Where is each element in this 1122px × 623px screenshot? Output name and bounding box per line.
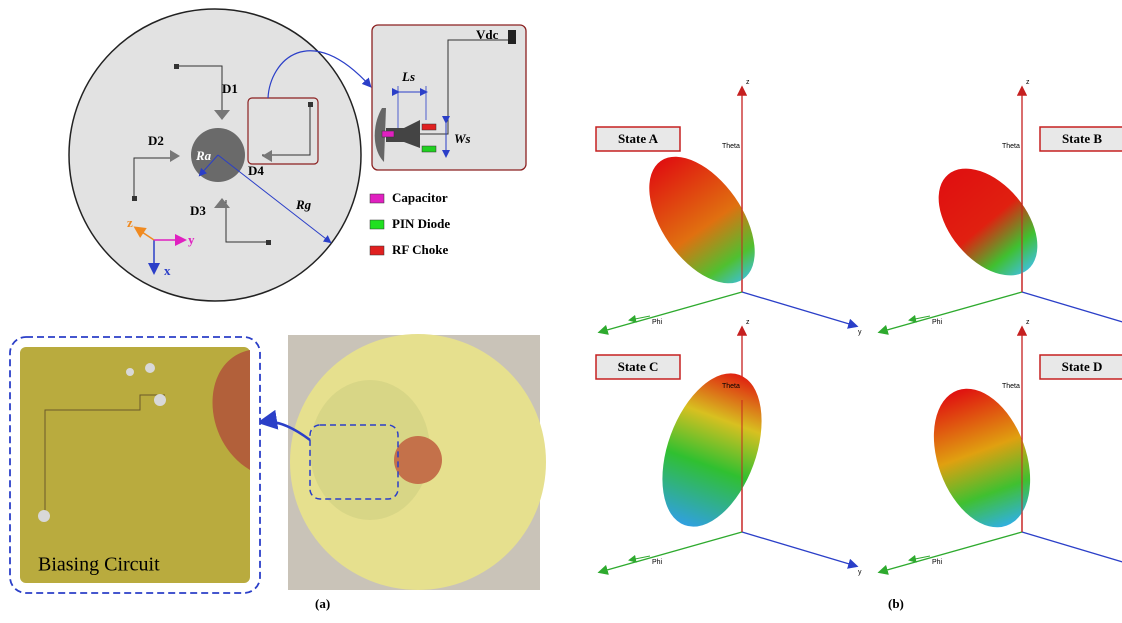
legend-label: Capacitor bbox=[392, 190, 448, 205]
diode-label: D1 bbox=[222, 81, 238, 96]
supply-label: Vdc bbox=[476, 27, 499, 42]
axis-label: Theta bbox=[1002, 383, 1020, 390]
state-label: State C bbox=[618, 359, 659, 374]
diode-label: D3 bbox=[190, 203, 206, 218]
axis-label: z bbox=[746, 319, 750, 326]
pattern-lobe bbox=[916, 375, 1048, 540]
axis-label: z bbox=[1026, 79, 1030, 86]
axis-label: z bbox=[746, 79, 750, 86]
pattern-lobe bbox=[628, 138, 776, 302]
pattern-plot: z y Phi Theta State A bbox=[596, 79, 862, 336]
axis-x bbox=[600, 532, 742, 572]
caption: (b) bbox=[888, 596, 904, 611]
pattern-plot: z y Phi Theta State C bbox=[596, 319, 862, 576]
caption: (a) bbox=[315, 596, 330, 611]
state-label: State B bbox=[1062, 131, 1102, 146]
axis-x bbox=[880, 532, 1022, 572]
pattern-lobe bbox=[643, 360, 780, 540]
axis-label: Theta bbox=[722, 383, 740, 390]
width-label: Ws bbox=[454, 131, 471, 146]
axis-label: Phi bbox=[932, 319, 943, 326]
axis-label: x bbox=[164, 263, 171, 278]
schematic: D1 D2 D3 D4 Ra Rg z y x bbox=[69, 9, 370, 301]
radius-label: Rg bbox=[295, 197, 312, 212]
axis-y bbox=[1022, 532, 1122, 566]
inset-label: Biasing Circuit bbox=[38, 554, 160, 576]
axis-label: y bbox=[188, 232, 195, 247]
axis-x bbox=[600, 292, 742, 332]
axis-label: Phi bbox=[652, 559, 663, 566]
axis-label: y bbox=[858, 329, 862, 336]
pattern-lobe bbox=[919, 150, 1057, 294]
axis-label: z bbox=[1026, 319, 1030, 326]
axis-label: Phi bbox=[932, 559, 943, 566]
axis-y bbox=[742, 532, 856, 566]
legend-label: RF Choke bbox=[392, 242, 448, 257]
axis-y bbox=[742, 292, 856, 326]
axis-x bbox=[880, 292, 1022, 332]
radius-label: Ra bbox=[195, 148, 212, 163]
state-label: State A bbox=[618, 131, 659, 146]
state-label: State D bbox=[1062, 359, 1103, 374]
schematic-inset: Ls Ws Vdc bbox=[372, 25, 526, 170]
axis-label: y bbox=[858, 569, 862, 576]
axis-label: z bbox=[127, 215, 133, 230]
axis-y bbox=[1022, 292, 1122, 326]
figure: D1 D2 D3 D4 Ra Rg z y x Ls Ws Vdc Capaci… bbox=[0, 0, 1122, 618]
axis-label: Theta bbox=[722, 143, 740, 150]
length-label: Ls bbox=[401, 69, 415, 84]
diode-label: D4 bbox=[248, 163, 264, 178]
legend-label: PIN Diode bbox=[392, 216, 450, 231]
diode-label: D2 bbox=[148, 133, 164, 148]
axis-label: Theta bbox=[1002, 143, 1020, 150]
photo: Biasing Circuit bbox=[10, 334, 546, 593]
legend: Capacitor PIN Diode RF Choke bbox=[370, 190, 450, 257]
axis-label: Phi bbox=[652, 319, 663, 326]
